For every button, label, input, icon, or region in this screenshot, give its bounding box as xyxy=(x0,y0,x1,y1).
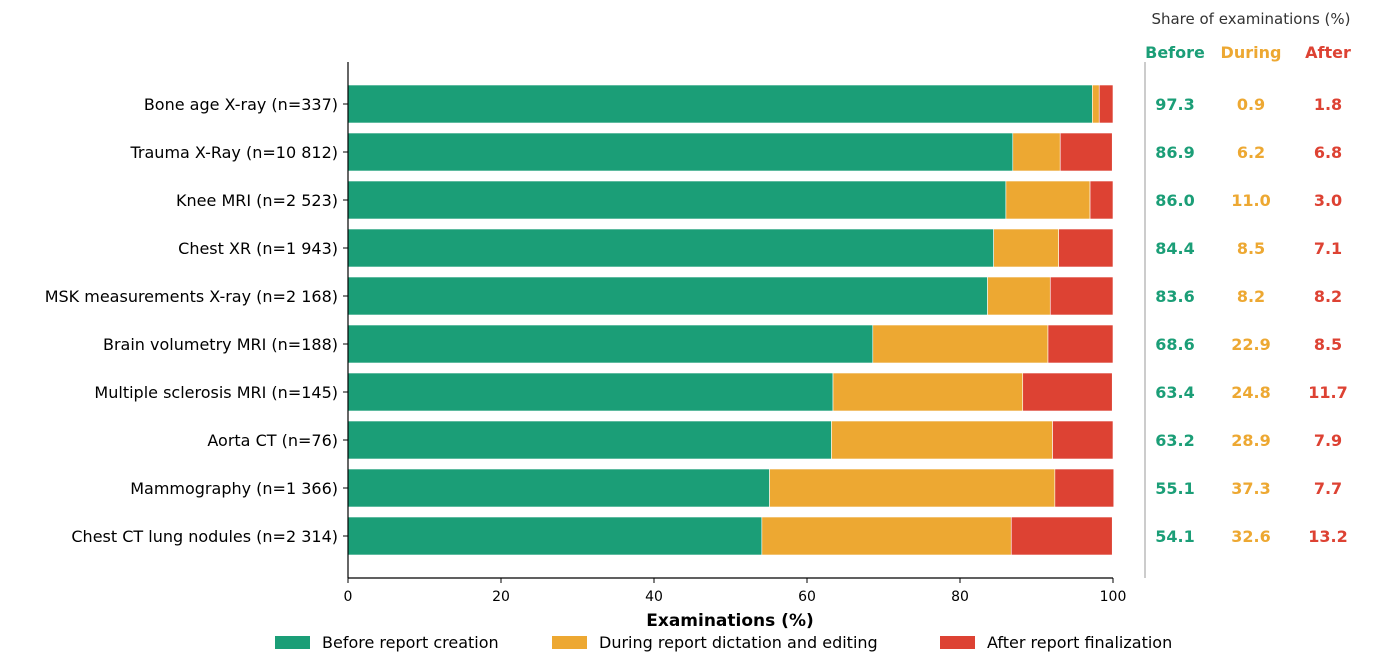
table-header-during: During xyxy=(1221,43,1282,62)
table-value-after-6: 11.7 xyxy=(1308,383,1347,402)
legend: Before report creation During report dict… xyxy=(275,633,1172,652)
bar-after-6 xyxy=(1022,372,1113,412)
table-values: 97.3 0.9 1.8 86.9 6.2 6.8 86.0 11.0 3.0 84.4 8.5 7.… xyxy=(1155,95,1347,546)
table-header-after: After xyxy=(1305,43,1351,62)
bar-before-9 xyxy=(347,516,763,556)
x-tick-label-4: 80 xyxy=(951,589,969,605)
table-value-before-1: 86.9 xyxy=(1155,143,1194,162)
bar-before-8 xyxy=(347,468,770,508)
bar-after-7 xyxy=(1052,420,1114,460)
bar-before-7 xyxy=(347,420,832,460)
table-value-after-9: 13.2 xyxy=(1308,527,1347,546)
table-value-during-3: 8.5 xyxy=(1237,239,1265,258)
x-tick-label-1: 20 xyxy=(492,589,510,605)
bar-after-8 xyxy=(1054,468,1115,508)
legend-label-before: Before report creation xyxy=(322,633,499,652)
table-value-during-5: 22.9 xyxy=(1231,335,1270,354)
x-tick-label-2: 40 xyxy=(645,589,663,605)
table-value-during-7: 28.9 xyxy=(1231,431,1270,450)
x-tick-label-5: 100 xyxy=(1100,589,1127,605)
table-value-after-2: 3.0 xyxy=(1314,191,1342,210)
category-labels: Bone age X-ray (n=337) Trauma X-Ray (n=10… xyxy=(45,95,348,546)
category-label-0: Bone age X-ray (n=337) xyxy=(144,95,338,114)
bar-after-1 xyxy=(1059,132,1113,172)
x-axis-title: Examinations (%) xyxy=(646,611,814,631)
table-value-before-6: 63.4 xyxy=(1155,383,1194,402)
bar-after-0 xyxy=(1098,84,1114,124)
bar-before-2 xyxy=(347,180,1007,220)
table-value-after-0: 1.8 xyxy=(1314,95,1342,114)
table-value-before-7: 63.2 xyxy=(1155,431,1194,450)
legend-swatch-before xyxy=(275,636,310,649)
bars-group xyxy=(347,84,1115,556)
table-value-during-8: 37.3 xyxy=(1231,479,1270,498)
bar-during-5 xyxy=(872,324,1049,364)
category-label-5: Brain volumetry MRI (n=188) xyxy=(103,335,338,354)
bar-after-4 xyxy=(1049,276,1114,316)
bar-during-3 xyxy=(993,228,1059,268)
table-header-before: Before xyxy=(1145,43,1205,62)
bar-during-0 xyxy=(1092,84,1100,124)
bar-before-4 xyxy=(347,276,988,316)
table-value-during-2: 11.0 xyxy=(1231,191,1270,210)
table-value-before-8: 55.1 xyxy=(1155,479,1194,498)
bar-before-0 xyxy=(347,84,1093,124)
table-value-before-2: 86.0 xyxy=(1155,191,1194,210)
x-tick-label-3: 60 xyxy=(798,589,816,605)
bar-during-4 xyxy=(987,276,1051,316)
category-label-2: Knee MRI (n=2 523) xyxy=(176,191,338,210)
table-value-after-5: 8.5 xyxy=(1314,335,1342,354)
legend-swatch-during xyxy=(552,636,587,649)
table-value-before-5: 68.6 xyxy=(1155,335,1194,354)
bar-during-1 xyxy=(1012,132,1061,172)
category-label-4: MSK measurements X-ray (n=2 168) xyxy=(45,287,338,306)
category-label-1: Trauma X-Ray (n=10 812) xyxy=(130,143,339,162)
category-label-3: Chest XR (n=1 943) xyxy=(178,239,338,258)
bar-before-1 xyxy=(347,132,1014,172)
category-label-6: Multiple sclerosis MRI (n=145) xyxy=(94,383,338,402)
table-value-before-9: 54.1 xyxy=(1155,527,1194,546)
table-value-after-7: 7.9 xyxy=(1314,431,1342,450)
table-value-after-8: 7.7 xyxy=(1314,479,1342,498)
category-label-8: Mammography (n=1 366) xyxy=(130,479,338,498)
bar-after-9 xyxy=(1010,516,1113,556)
table-value-after-3: 7.1 xyxy=(1314,239,1342,258)
bar-during-8 xyxy=(769,468,1056,508)
bar-after-2 xyxy=(1089,180,1114,220)
table-value-during-0: 0.9 xyxy=(1237,95,1265,114)
bar-during-2 xyxy=(1005,180,1091,220)
bar-before-3 xyxy=(347,228,994,268)
table-value-during-4: 8.2 xyxy=(1237,287,1265,306)
legend-swatch-after xyxy=(940,636,975,649)
table-value-after-4: 8.2 xyxy=(1314,287,1342,306)
bar-during-7 xyxy=(831,420,1053,460)
bar-after-3 xyxy=(1058,228,1114,268)
category-label-9: Chest CT lung nodules (n=2 314) xyxy=(71,527,338,546)
bar-after-5 xyxy=(1047,324,1114,364)
table-value-before-0: 97.3 xyxy=(1155,95,1194,114)
table-title: Share of examinations (%) xyxy=(1151,10,1350,28)
bar-before-6 xyxy=(347,372,834,412)
table-value-during-9: 32.6 xyxy=(1231,527,1270,546)
table-headers: Before During After xyxy=(1145,43,1351,62)
bar-during-9 xyxy=(761,516,1012,556)
bar-during-6 xyxy=(832,372,1024,412)
table-value-before-3: 84.4 xyxy=(1155,239,1194,258)
table-value-during-6: 24.8 xyxy=(1231,383,1270,402)
x-ticks: 0 20 40 60 80 100 xyxy=(344,578,1127,605)
bar-before-5 xyxy=(347,324,874,364)
table-value-during-1: 6.2 xyxy=(1237,143,1265,162)
table-value-after-1: 6.8 xyxy=(1314,143,1342,162)
category-label-7: Aorta CT (n=76) xyxy=(207,431,338,450)
legend-label-after: After report finalization xyxy=(987,633,1172,652)
legend-label-during: During report dictation and editing xyxy=(599,633,878,652)
table-value-before-4: 83.6 xyxy=(1155,287,1194,306)
x-tick-label-0: 0 xyxy=(344,589,353,605)
